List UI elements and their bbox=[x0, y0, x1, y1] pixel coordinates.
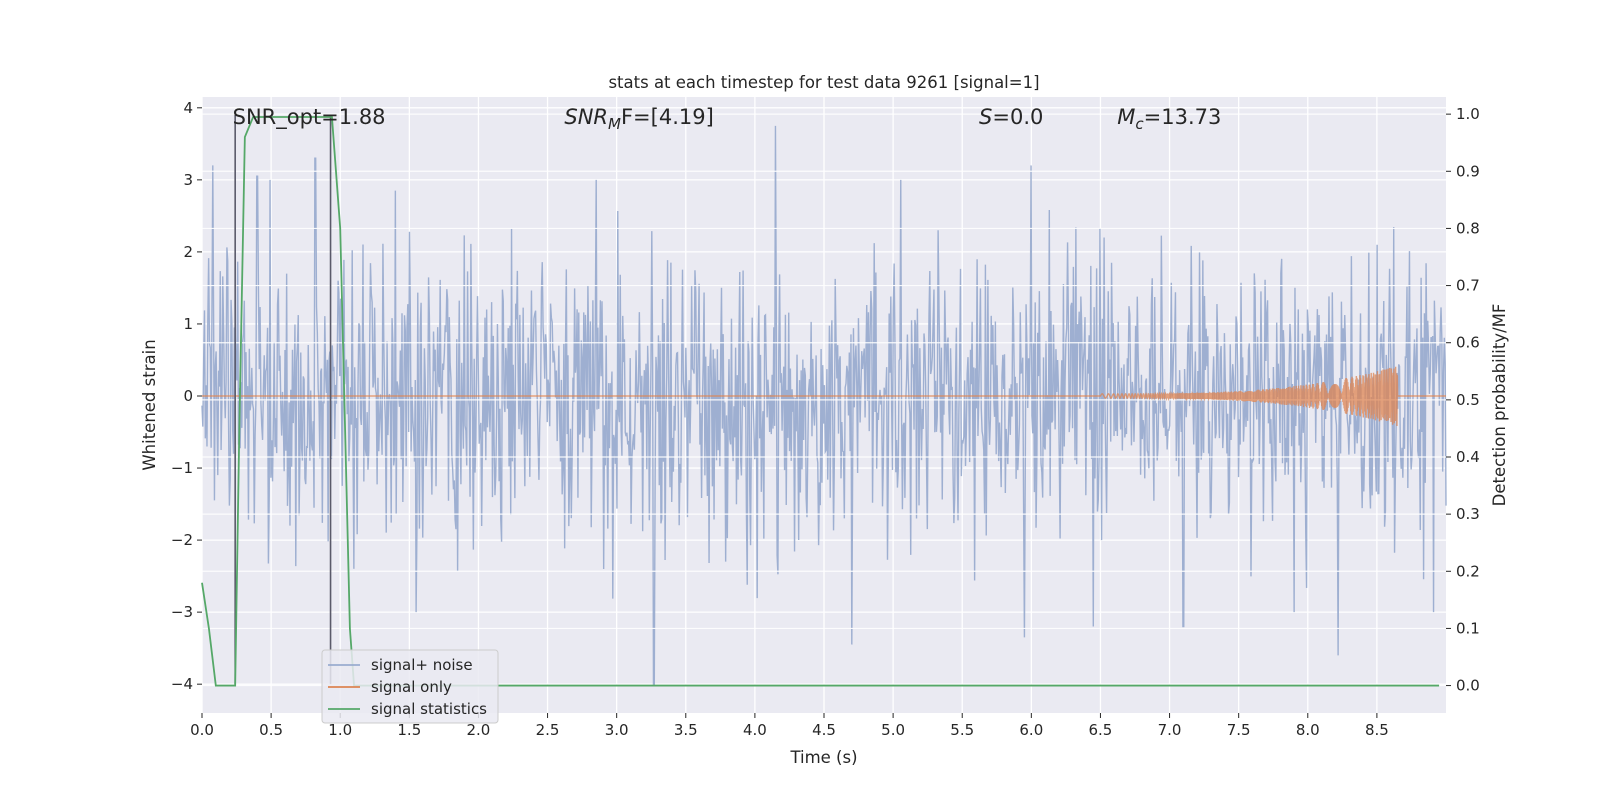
x-tick-label: 1.5 bbox=[397, 721, 421, 739]
x-tick-label: 3.0 bbox=[605, 721, 629, 739]
chart-title: stats at each timestep for test data 926… bbox=[608, 73, 1039, 92]
annotation-symbol: M bbox=[1117, 105, 1135, 129]
y-tick-label-left: −4 bbox=[171, 675, 193, 693]
x-tick-label: 2.0 bbox=[467, 721, 491, 739]
legend-label: signal only bbox=[371, 678, 452, 696]
y-tick-label-left: −1 bbox=[171, 459, 193, 477]
annotation-rest: =0.0 bbox=[992, 105, 1043, 129]
x-tick-label: 6.5 bbox=[1089, 721, 1113, 739]
x-tick-label: 7.0 bbox=[1158, 721, 1182, 739]
x-tick-label: 4.0 bbox=[743, 721, 767, 739]
legend-label: signal statistics bbox=[371, 700, 487, 718]
y-tick-label-right: 1.0 bbox=[1456, 105, 1480, 123]
y-tick-label-left: −2 bbox=[171, 531, 193, 549]
x-tick-label: 3.5 bbox=[674, 721, 698, 739]
annotation-symbol: SNR bbox=[564, 105, 608, 129]
annotation-subscript: c bbox=[1135, 115, 1144, 133]
y-tick-label-left: 0 bbox=[183, 387, 193, 405]
annotation-symbol: S bbox=[979, 105, 992, 129]
x-tick-label: 5.0 bbox=[881, 721, 905, 739]
x-tick-label: 5.5 bbox=[950, 721, 974, 739]
x-tick-label: 0.5 bbox=[259, 721, 283, 739]
series-line-signal-plus-noise bbox=[201, 125, 1447, 685]
y-tick-label-right: 0.1 bbox=[1456, 619, 1480, 637]
y-tick-label-right: 0.8 bbox=[1456, 219, 1480, 237]
x-tick-label: 2.5 bbox=[536, 721, 560, 739]
x-tick-label: 6.0 bbox=[1019, 721, 1043, 739]
x-tick-label: 0.0 bbox=[190, 721, 214, 739]
series-signal-only bbox=[202, 366, 1446, 427]
y-tick-label-left: 3 bbox=[183, 171, 193, 189]
y-tick-label-right: 0.3 bbox=[1456, 505, 1480, 523]
y-tick-label-right: 0.5 bbox=[1456, 391, 1480, 409]
annotations: SNR_opt=1.88 SNRMF=[4.19] S=0.0 Mc=13.73 bbox=[233, 105, 1222, 133]
annotation: S=0.0 bbox=[979, 105, 1043, 129]
annotation-rest: F=[4.19] bbox=[621, 105, 714, 129]
annotation-rest: =13.73 bbox=[1144, 105, 1222, 129]
y-tick-label-left: −3 bbox=[171, 603, 193, 621]
x-axis-label: Time (s) bbox=[789, 748, 857, 767]
y-tick-label-right: 0.2 bbox=[1456, 562, 1480, 580]
y-tick-label-right: 0.4 bbox=[1456, 448, 1480, 466]
y-tick-label-right: 0.6 bbox=[1456, 334, 1480, 352]
x-tick-label: 8.0 bbox=[1296, 721, 1320, 739]
annotation: Mc=13.73 bbox=[1117, 105, 1221, 133]
y-tick-label-right: 0.0 bbox=[1456, 677, 1480, 695]
y-axis-label-left: Whitened strain bbox=[140, 339, 159, 470]
annotation-subscript: M bbox=[608, 115, 621, 133]
y-tick-label-right: 0.9 bbox=[1456, 162, 1480, 180]
annotation: SNR_opt=1.88 bbox=[233, 105, 386, 130]
series-line-signal-only bbox=[202, 366, 1446, 427]
annotation: SNRMF=[4.19] bbox=[564, 105, 713, 133]
x-tick-label: 7.5 bbox=[1227, 721, 1251, 739]
y-axis-label-right: Detection probability/MF bbox=[1490, 304, 1509, 507]
x-tick-label: 4.5 bbox=[812, 721, 836, 739]
x-tick-label: 1.0 bbox=[328, 721, 352, 739]
x-tick-label: 8.5 bbox=[1365, 721, 1389, 739]
legend: signal+ noise signal only signal statistic… bbox=[321, 649, 499, 724]
y-tick-label-left: 4 bbox=[183, 99, 193, 117]
axis-ticks: 0.0 0.5 1.0 1.5 2.0 2.5 3.0 3.5 4.0 4.5 5.0 5.5 6.0 6… bbox=[171, 99, 1480, 739]
legend-label: signal+ noise bbox=[371, 656, 473, 674]
y-tick-label-left: 1 bbox=[183, 315, 193, 333]
y-tick-label-right: 0.7 bbox=[1456, 277, 1480, 295]
legend-box bbox=[321, 649, 499, 724]
series-signal-plus-noise bbox=[201, 125, 1447, 685]
y-tick-label-left: 2 bbox=[183, 243, 193, 261]
